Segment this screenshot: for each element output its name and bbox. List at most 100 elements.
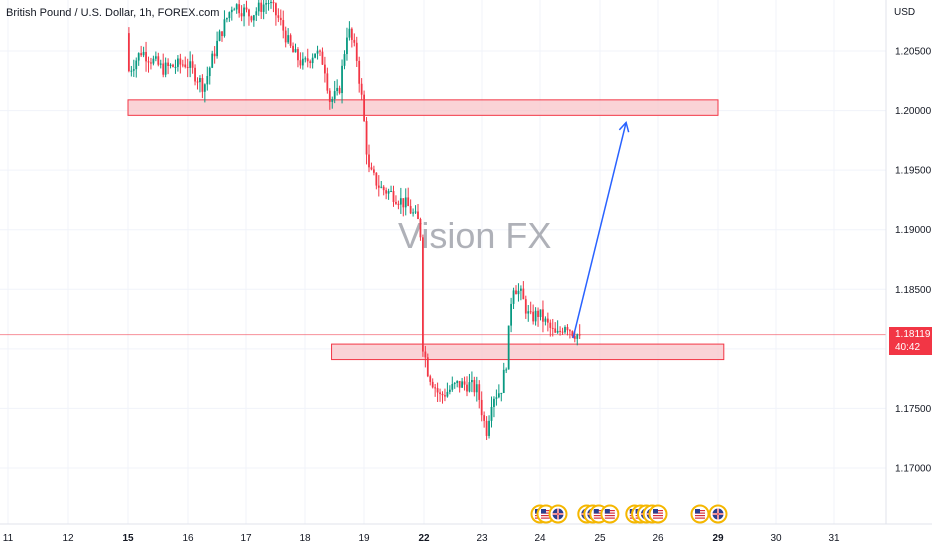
- candles[interactable]: [128, 0, 581, 441]
- support-zone[interactable]: [331, 343, 725, 361]
- candle-body[interactable]: [426, 357, 429, 377]
- candle-body[interactable]: [485, 420, 488, 436]
- candle-body[interactable]: [346, 37, 348, 55]
- candle-body[interactable]: [284, 30, 287, 43]
- candle-body[interactable]: [348, 28, 351, 38]
- candle-body[interactable]: [150, 62, 152, 64]
- candle-body[interactable]: [301, 58, 304, 66]
- candle-body[interactable]: [343, 54, 346, 66]
- candle-body[interactable]: [164, 62, 167, 75]
- candle-body[interactable]: [571, 331, 574, 337]
- candle-body[interactable]: [331, 99, 334, 102]
- candle-body[interactable]: [539, 309, 542, 317]
- candle-body[interactable]: [299, 60, 302, 66]
- candle-body[interactable]: [306, 58, 309, 62]
- candle-body[interactable]: [287, 35, 290, 43]
- candle-body[interactable]: [292, 45, 294, 53]
- candle-body[interactable]: [177, 58, 179, 67]
- candle-body[interactable]: [132, 69, 135, 71]
- candle-body[interactable]: [243, 7, 245, 17]
- candle-body[interactable]: [429, 376, 432, 382]
- candle-body[interactable]: [248, 9, 250, 17]
- candle-body[interactable]: [483, 415, 486, 421]
- candle-body[interactable]: [559, 330, 561, 332]
- candle-body[interactable]: [399, 198, 402, 205]
- candle-body[interactable]: [223, 19, 226, 37]
- candle-body[interactable]: [387, 191, 390, 194]
- candle-body[interactable]: [206, 76, 209, 85]
- candle-body[interactable]: [216, 40, 218, 57]
- candle-body[interactable]: [324, 64, 326, 74]
- candle-body[interactable]: [277, 15, 280, 18]
- candle-body[interactable]: [434, 387, 437, 389]
- uk-flag-icon[interactable]: [708, 504, 728, 524]
- price-axis[interactable]: 1.205001.200001.195001.190001.185001.180…: [895, 47, 932, 475]
- candle-body[interactable]: [517, 290, 520, 295]
- candle-body[interactable]: [255, 11, 258, 16]
- candle-body[interactable]: [441, 393, 444, 396]
- candle-body[interactable]: [181, 64, 184, 66]
- candle-body[interactable]: [564, 327, 566, 333]
- candle-body[interactable]: [172, 64, 174, 67]
- candle-body[interactable]: [385, 190, 388, 194]
- candle-body[interactable]: [490, 406, 493, 421]
- candle-body[interactable]: [140, 53, 143, 56]
- candle-body[interactable]: [380, 186, 383, 188]
- candle-body[interactable]: [147, 61, 150, 63]
- candle-body[interactable]: [395, 201, 397, 204]
- candle-body[interactable]: [488, 420, 490, 436]
- candle-body[interactable]: [542, 309, 544, 322]
- candle-body[interactable]: [186, 66, 189, 68]
- candle-body[interactable]: [444, 395, 446, 397]
- arrow-head[interactable]: [618, 120, 630, 133]
- candle-body[interactable]: [439, 392, 441, 394]
- candle-body[interactable]: [341, 65, 343, 94]
- candle-body[interactable]: [417, 211, 419, 220]
- us-flag-icon[interactable]: [600, 504, 620, 524]
- candle-body[interactable]: [468, 382, 471, 392]
- candle-body[interactable]: [529, 311, 532, 313]
- candle-body[interactable]: [493, 398, 495, 407]
- candle-body[interactable]: [373, 169, 375, 173]
- candle-body[interactable]: [495, 397, 498, 399]
- candle-body[interactable]: [194, 67, 196, 82]
- candle-body[interactable]: [316, 50, 319, 54]
- candle-body[interactable]: [436, 388, 439, 393]
- candle-body[interactable]: [524, 299, 527, 314]
- candle-body[interactable]: [257, 2, 260, 12]
- candle-body[interactable]: [551, 327, 554, 329]
- candle-body[interactable]: [128, 33, 130, 72]
- candle-body[interactable]: [328, 90, 331, 102]
- candle-body[interactable]: [544, 318, 547, 322]
- candle-body[interactable]: [471, 380, 473, 383]
- time-axis[interactable]: 11 12 15 16 17 18 19 22 23 24 25 26 29 30 31: [3, 533, 840, 544]
- candle-body[interactable]: [576, 334, 579, 339]
- candle-body[interactable]: [419, 219, 422, 238]
- candle-body[interactable]: [196, 81, 199, 83]
- candle-body[interactable]: [226, 18, 228, 20]
- candle-body[interactable]: [451, 383, 454, 390]
- us-flag-icon[interactable]: [648, 504, 668, 524]
- candle-body[interactable]: [365, 121, 368, 155]
- candle-body[interactable]: [137, 53, 140, 61]
- candle-body[interactable]: [221, 31, 223, 37]
- candle-body[interactable]: [309, 61, 312, 64]
- candle-body[interactable]: [235, 4, 238, 10]
- candle-body[interactable]: [375, 172, 378, 186]
- candle-body[interactable]: [297, 49, 299, 61]
- candle-body[interactable]: [208, 67, 211, 77]
- candle-body[interactable]: [402, 198, 405, 208]
- candle-body[interactable]: [167, 62, 169, 66]
- candle-body[interactable]: [534, 310, 537, 322]
- projection-arrow[interactable]: [572, 120, 630, 339]
- candle-body[interactable]: [228, 12, 231, 19]
- candle-body[interactable]: [203, 84, 206, 92]
- candle-body[interactable]: [189, 61, 192, 68]
- candle-body[interactable]: [282, 20, 285, 31]
- candle-body[interactable]: [515, 290, 517, 295]
- candle-body[interactable]: [497, 393, 500, 398]
- candle-body[interactable]: [360, 83, 363, 95]
- candle-body[interactable]: [252, 15, 255, 21]
- candle-body[interactable]: [240, 13, 243, 17]
- candle-body[interactable]: [265, 3, 267, 5]
